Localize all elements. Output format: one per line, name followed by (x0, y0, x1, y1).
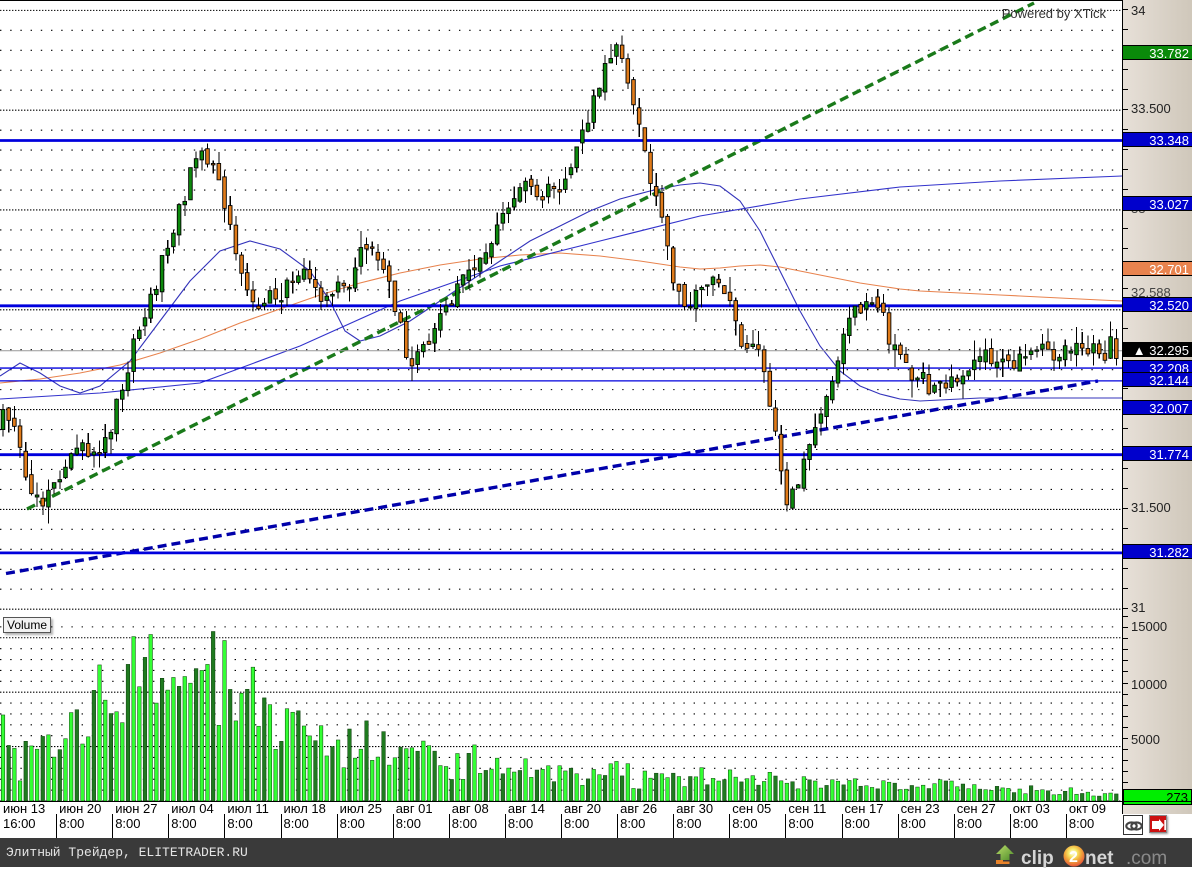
svg-text:.com: .com (1126, 848, 1167, 869)
svg-text:2: 2 (1069, 849, 1078, 866)
svg-text:clip: clip (1021, 848, 1054, 869)
svg-text:net: net (1085, 848, 1114, 869)
